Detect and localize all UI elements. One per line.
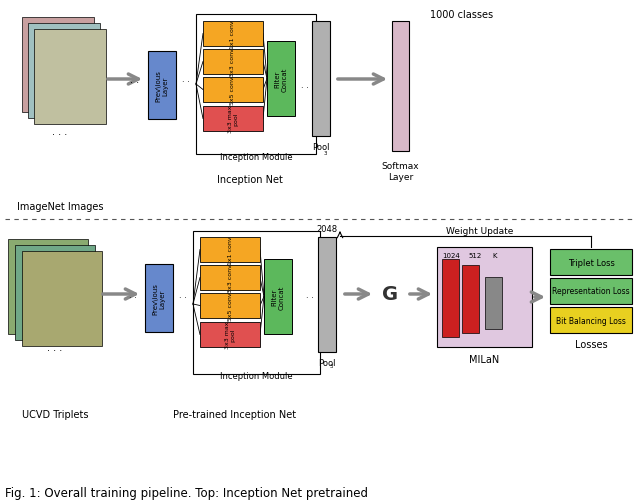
Text: 3x3 max
pool: 3x3 max pool: [228, 106, 239, 133]
Text: 3x3 conv: 3x3 conv: [227, 264, 232, 293]
Text: 1000 classes: 1000 classes: [430, 10, 493, 20]
Text: . .: . .: [179, 290, 187, 299]
Text: . . .: . . .: [52, 127, 68, 137]
Text: 2048: 2048: [316, 225, 337, 234]
Bar: [200, 294, 260, 318]
Text: Inception Net: Inception Net: [217, 175, 283, 185]
Text: . .: . .: [182, 75, 190, 84]
Text: Bit Balancing Loss: Bit Balancing Loss: [556, 316, 626, 325]
Text: Filter
Concat: Filter Concat: [275, 67, 287, 92]
Text: Prev\ious
Layer: Prev\ious Layer: [156, 70, 168, 102]
Text: UCVD Triplets: UCVD Triplets: [22, 409, 88, 419]
Bar: [318, 237, 336, 352]
Bar: [15, 245, 95, 340]
Text: Prev\ious
Layer: Prev\ious Layer: [152, 283, 166, 314]
Text: Pool: Pool: [318, 358, 336, 367]
Bar: [200, 322, 260, 347]
Bar: [267, 42, 295, 117]
Text: Losses: Losses: [575, 339, 607, 349]
Text: 1024: 1024: [442, 253, 460, 259]
Bar: [392, 22, 409, 152]
Text: 5x5 conv: 5x5 conv: [227, 292, 232, 320]
Bar: [22, 252, 102, 346]
Bar: [148, 52, 176, 120]
Text: Fig. 1: Overall training pipeline. Top: Inception Net pretrained: Fig. 1: Overall training pipeline. Top: …: [5, 486, 368, 499]
Text: ImageNet Images: ImageNet Images: [17, 201, 103, 211]
Text: . .: . .: [301, 80, 309, 89]
Text: Triplet Loss: Triplet Loss: [568, 258, 614, 267]
Text: 1x1 conv: 1x1 conv: [230, 20, 236, 49]
Bar: [203, 22, 263, 47]
Text: 3: 3: [323, 151, 327, 156]
Bar: [485, 278, 502, 329]
Text: . . .: . . .: [47, 342, 63, 352]
Bar: [8, 239, 88, 334]
Text: 5x5 conv: 5x5 conv: [230, 76, 236, 105]
Bar: [203, 78, 263, 103]
Bar: [145, 265, 173, 332]
Text: Filter
Concat: Filter Concat: [271, 285, 285, 309]
Text: 3: 3: [329, 364, 333, 369]
Text: Pool: Pool: [312, 142, 330, 151]
Text: . .: . .: [131, 75, 140, 85]
Text: . .: . .: [129, 290, 137, 299]
Text: 1x1 conv: 1x1 conv: [227, 235, 232, 265]
Text: Weight Update: Weight Update: [446, 227, 514, 236]
Text: Inception Module: Inception Module: [220, 152, 292, 161]
Text: MILaN: MILaN: [469, 354, 500, 364]
Text: Pre-trained Inception Net: Pre-trained Inception Net: [173, 409, 296, 419]
Bar: [34, 30, 106, 125]
Bar: [550, 249, 632, 276]
Text: Softmax
Layer: Softmax Layer: [381, 162, 419, 181]
Text: 3x3 conv: 3x3 conv: [230, 48, 236, 77]
Bar: [203, 50, 263, 75]
Bar: [462, 266, 479, 333]
Bar: [437, 247, 532, 347]
Bar: [196, 15, 316, 155]
Bar: [312, 22, 330, 137]
Text: 512: 512: [468, 253, 482, 259]
Text: G: G: [382, 285, 398, 304]
Text: . .: . .: [306, 290, 314, 299]
Bar: [264, 260, 292, 334]
Text: 3x3 max
pool: 3x3 max pool: [225, 321, 236, 349]
Bar: [193, 231, 320, 374]
Bar: [203, 107, 263, 132]
Bar: [200, 237, 260, 263]
Bar: [28, 24, 100, 119]
Bar: [550, 279, 632, 305]
Bar: [22, 18, 94, 113]
Text: K: K: [493, 253, 497, 259]
Bar: [550, 308, 632, 333]
Text: Inception Module: Inception Module: [220, 372, 293, 381]
Bar: [442, 260, 459, 337]
Bar: [200, 266, 260, 291]
Text: Representation Loss: Representation Loss: [552, 287, 630, 296]
